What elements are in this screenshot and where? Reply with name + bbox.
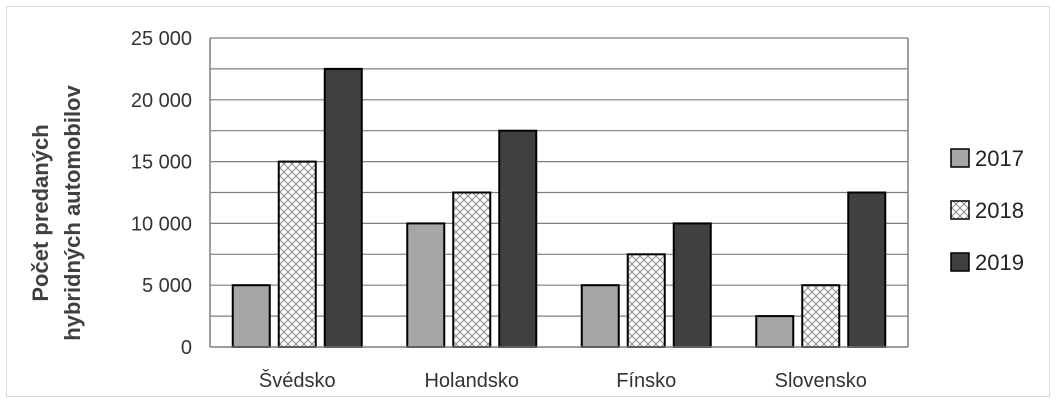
x-tick-label: Fínsko — [616, 370, 676, 392]
bar-2017-Holandsko — [406, 222, 446, 348]
bar-2017-Fínsko — [580, 284, 620, 349]
y-axis-label-line-2: hybridných automobilov — [60, 85, 85, 341]
x-tick-label: Holandsko — [424, 370, 519, 392]
axes — [209, 38, 909, 348]
bar-2018-Holandsko — [452, 191, 492, 348]
bar-2019-Švédsko — [323, 67, 363, 349]
legend-swatch-2017 — [950, 148, 970, 168]
bar-2018-Fínsko — [626, 253, 666, 348]
bar-2018-Slovensko — [801, 284, 841, 349]
bar-2017-Švédsko — [231, 284, 271, 349]
bar-2019-Slovensko — [847, 191, 887, 348]
legend-label-2017: 2017 — [975, 146, 1024, 171]
legend-swatch-2018 — [950, 200, 970, 220]
legend-label-2019: 2019 — [975, 250, 1024, 275]
bar-2019-Fínsko — [672, 222, 712, 348]
legend: 2017 2018 2019 — [950, 146, 1024, 275]
y-tick-label: 25 000 — [131, 28, 192, 50]
legend-label-2018: 2018 — [975, 198, 1024, 223]
x-tick-label: Slovensko — [775, 370, 867, 392]
y-axis-label-line-1: Počet predaných — [28, 124, 53, 301]
bars — [231, 67, 887, 349]
bar-2018-Švédsko — [277, 160, 317, 348]
y-axis-label: Počet predaných hybridných automobilov — [28, 85, 85, 341]
y-tick-label: 15 000 — [131, 152, 192, 174]
bar-2019-Holandsko — [498, 129, 538, 348]
x-tick-labels: Švédsko Holandsko Fínsko Slovensko — [259, 369, 867, 392]
y-tick-labels: 0 5 000 10 000 15 000 20 000 25 000 — [131, 28, 192, 359]
x-tick-label: Švédsko — [259, 369, 336, 392]
legend-swatch-2019 — [950, 252, 970, 272]
y-tick-label: 5 000 — [142, 275, 192, 297]
bar-2017-Slovensko — [755, 315, 795, 349]
y-tick-label: 20 000 — [131, 90, 192, 112]
y-tick-label: 10 000 — [131, 213, 192, 235]
y-tick-label: 0 — [181, 337, 192, 359]
